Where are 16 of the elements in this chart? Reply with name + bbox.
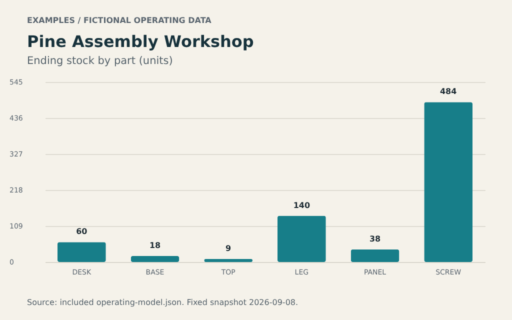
source-note: Source: included operating-model.json. Fixed snapshot 2026-09-08.	[27, 298, 298, 307]
data-label: 18	[149, 241, 161, 250]
data-label: 9	[226, 244, 232, 254]
bar	[204, 259, 253, 262]
bar	[350, 249, 400, 262]
data-label: 60	[76, 227, 88, 236]
bar	[57, 242, 106, 262]
bar	[277, 216, 326, 262]
text: EXAMPLES / FICTIONAL OPERATING DATA	[27, 16, 212, 25]
bar	[130, 256, 180, 262]
chart-title: Pine Assembly Workshop	[27, 32, 254, 51]
bar	[424, 102, 473, 262]
data-label: 140	[293, 200, 310, 210]
data-label: 38	[369, 234, 381, 244]
chart-subtitle: Ending stock by part (units)	[27, 55, 173, 67]
data-label: 484	[440, 87, 458, 96]
